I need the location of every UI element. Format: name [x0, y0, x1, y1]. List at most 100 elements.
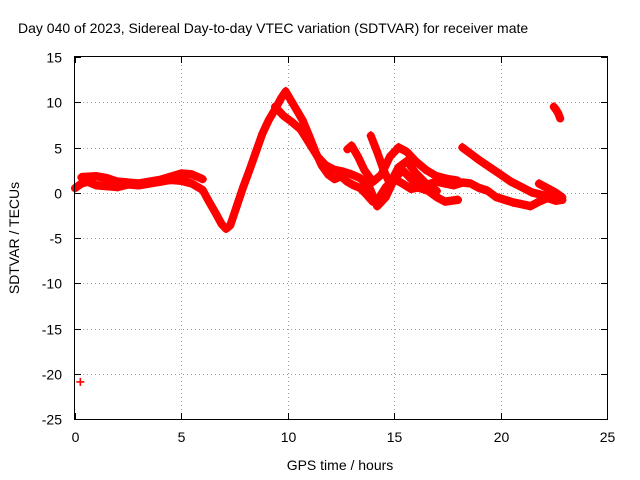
y-axis-title: SDTVAR / TECUs: [6, 182, 22, 294]
data-point: [330, 166, 339, 175]
data-point: [360, 166, 369, 175]
data-point: [76, 377, 85, 386]
data-point: [305, 138, 314, 147]
grid: [75, 57, 607, 419]
data-point: [368, 177, 377, 186]
data-point: [285, 94, 294, 103]
data-point: [177, 169, 186, 178]
series-band: [271, 102, 462, 211]
data-point: [264, 116, 273, 125]
data-point: [292, 105, 301, 114]
chart-title: Day 040 of 2023, Sidereal Day-to-day VTE…: [18, 20, 528, 36]
data-point: [526, 202, 535, 211]
data-point: [373, 148, 382, 157]
data-point: [277, 93, 286, 102]
data-point: [466, 179, 475, 188]
data-point: [441, 197, 450, 206]
x-tick-label: 5: [178, 429, 186, 445]
data-point: [366, 131, 375, 140]
x-axis-title: GPS time / hours: [287, 457, 394, 473]
data-point: [402, 157, 411, 166]
data-point: [407, 175, 416, 184]
data-point: [77, 173, 86, 182]
x-tick-label: 0: [72, 429, 80, 445]
data-point: [556, 114, 565, 123]
data-point: [198, 175, 207, 184]
data-point: [509, 198, 518, 207]
data-point: [517, 200, 526, 209]
data-point: [483, 186, 492, 195]
data-point: [485, 163, 494, 172]
data-point: [279, 111, 288, 120]
data-point: [188, 170, 197, 179]
data-point: [422, 179, 431, 188]
data-point: [454, 176, 463, 185]
data-point: [288, 118, 297, 127]
series-parallel-track-A: [77, 169, 207, 188]
data-point: [205, 197, 214, 206]
data-point: [271, 102, 280, 111]
data-point: [496, 170, 505, 179]
data-point: [422, 166, 431, 175]
data-point: [92, 181, 101, 190]
data-point: [354, 152, 363, 161]
plot-frame: [74, 56, 608, 420]
series-tail-track: [534, 179, 567, 202]
data-point: [558, 193, 567, 202]
data-point: [551, 188, 560, 197]
x-tick-label: 25: [600, 429, 616, 445]
y-tick-labels: -25 -20 -15 -10 -5 0 5 10 15: [42, 50, 62, 428]
data-point: [411, 157, 420, 166]
series-late-track: [458, 143, 567, 204]
data-point: [458, 143, 467, 152]
data-point: [373, 202, 382, 211]
data-point: [188, 179, 197, 188]
data-point: [398, 179, 407, 188]
data-point: [528, 188, 537, 197]
data-point: [343, 145, 352, 154]
data-point: [554, 109, 563, 118]
data-point: [258, 129, 267, 138]
data-point: [432, 186, 441, 195]
data-point: [394, 163, 403, 172]
y-tick-label: -15: [42, 322, 62, 338]
series-band: [534, 179, 567, 202]
data-point: [507, 177, 516, 186]
series-outlier-cluster: [549, 102, 565, 123]
data-point: [245, 166, 254, 175]
data-point: [411, 168, 420, 177]
data-point: [543, 184, 552, 193]
data-point: [517, 183, 526, 192]
data-point: [539, 191, 548, 200]
series-parallel-track-C: [343, 141, 463, 186]
data-point: [222, 224, 231, 233]
data-point: [466, 149, 475, 158]
data-point: [475, 156, 484, 165]
data-point: [356, 184, 365, 193]
y-tick-label: 0: [54, 186, 62, 202]
data-point: [92, 172, 101, 181]
data-point: [475, 184, 484, 193]
data-point: [217, 220, 226, 229]
data-point: [239, 183, 248, 192]
data-point: [407, 185, 416, 194]
data-point: [313, 152, 322, 161]
data-point: [232, 202, 241, 211]
data-point: [322, 161, 331, 170]
series-parallel-track-D: [366, 131, 441, 195]
y-tick-label: 5: [54, 141, 62, 157]
data-point: [415, 184, 424, 193]
data-point: [102, 174, 111, 183]
data-point: [394, 143, 403, 152]
data-point: [454, 195, 463, 204]
y-tick-label: -25: [42, 412, 62, 428]
data-point: [443, 175, 452, 184]
data-point: [534, 197, 543, 206]
x-tick-label: 15: [387, 429, 403, 445]
data-point: [296, 125, 305, 134]
data-point: [379, 166, 388, 175]
data-point: [102, 182, 111, 191]
data-point: [402, 148, 411, 157]
data-point: [339, 167, 348, 176]
